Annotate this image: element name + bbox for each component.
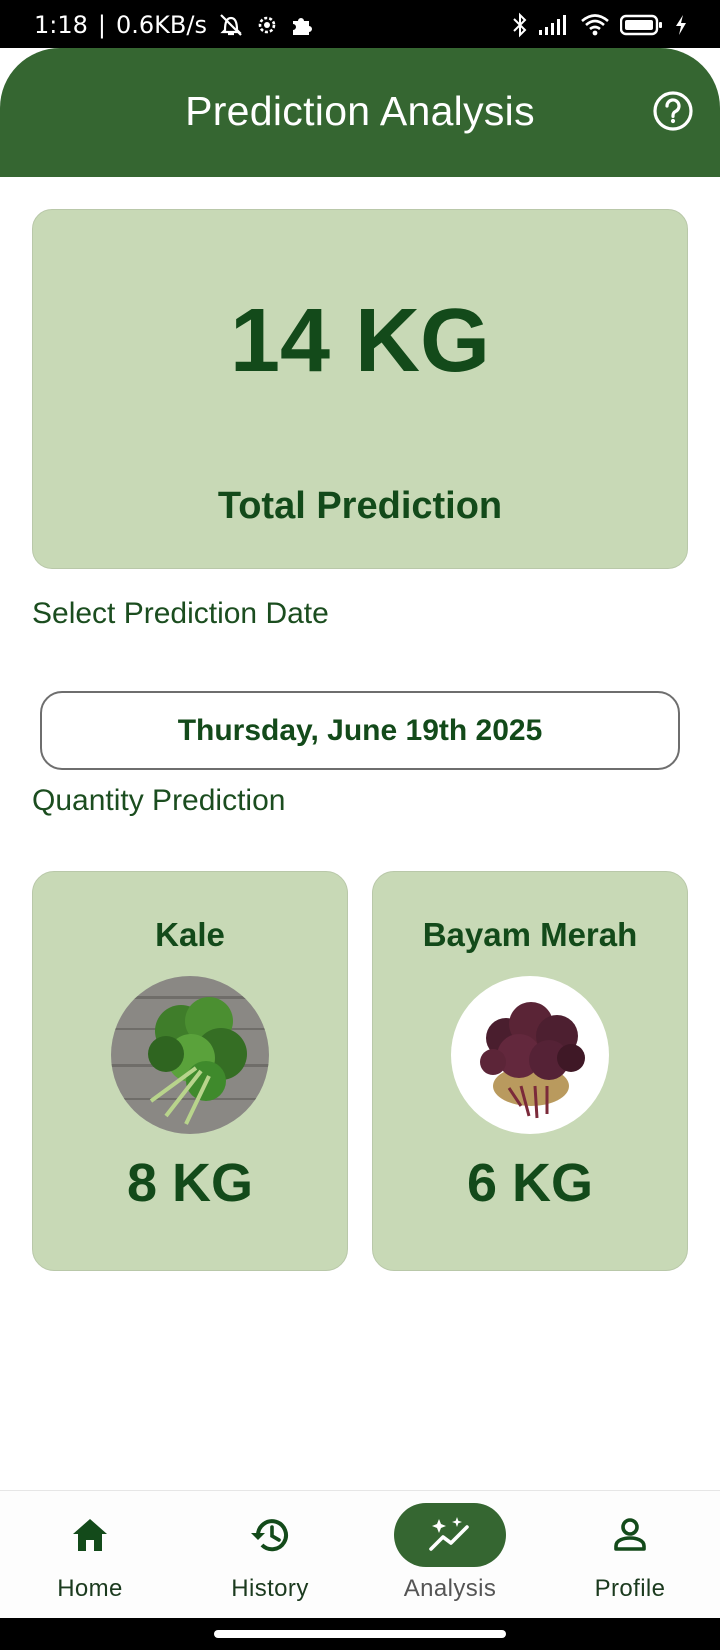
quantity-prediction-label: Quantity Prediction bbox=[32, 784, 286, 817]
nav-label: History bbox=[231, 1575, 309, 1602]
analysis-sparkle-icon bbox=[429, 1517, 469, 1551]
nav-item-analysis[interactable]: Analysis bbox=[360, 1491, 540, 1619]
red-spinach-photo bbox=[451, 976, 609, 1134]
status-time: 1:18 bbox=[34, 11, 88, 39]
status-right bbox=[512, 12, 688, 38]
product-quantity: 6 KG bbox=[466, 1153, 594, 1213]
total-prediction-label: Total Prediction bbox=[217, 485, 503, 527]
app-bar: Prediction Analysis bbox=[0, 48, 720, 177]
help-circle-icon[interactable] bbox=[652, 90, 694, 132]
page-title: Prediction Analysis bbox=[185, 88, 535, 134]
nav-label: Analysis bbox=[403, 1575, 497, 1602]
signal-icon bbox=[538, 14, 570, 36]
home-icon bbox=[73, 1519, 107, 1551]
nav-icon-container bbox=[34, 1503, 146, 1567]
battery-icon bbox=[620, 14, 664, 36]
nav-icon-container bbox=[214, 1503, 326, 1567]
select-date-label: Select Prediction Date bbox=[32, 597, 329, 630]
settings-gear-icon bbox=[255, 13, 279, 37]
nav-item-history[interactable]: History bbox=[180, 1491, 360, 1619]
total-prediction-card: 14 KG Total Prediction bbox=[32, 209, 688, 569]
nav-label: Home bbox=[57, 1575, 123, 1602]
product-card-bayam-merah[interactable]: Bayam Merah 6 KG bbox=[372, 871, 688, 1271]
product-card-kale[interactable]: Kale 8 KG bbox=[32, 871, 348, 1271]
nav-label: Profile bbox=[594, 1575, 666, 1602]
alarm-off-icon bbox=[217, 12, 245, 38]
history-icon bbox=[251, 1519, 288, 1552]
gesture-area bbox=[0, 1618, 720, 1650]
status-bar: 1:18 | 0.6KB/s bbox=[0, 0, 720, 50]
nav-icon-container-active bbox=[394, 1503, 506, 1567]
profile-icon bbox=[614, 1518, 646, 1551]
nav-item-home[interactable]: Home bbox=[0, 1491, 180, 1619]
wifi-icon bbox=[580, 13, 610, 37]
status-network-speed: 0.6KB/s bbox=[116, 11, 207, 39]
product-quantity: 8 KG bbox=[126, 1153, 254, 1213]
app-bar-container: Prediction Analysis bbox=[0, 48, 720, 178]
bluetooth-icon bbox=[512, 12, 528, 38]
status-separator: | bbox=[97, 11, 106, 39]
puzzle-icon bbox=[289, 13, 313, 37]
nav-item-profile[interactable]: Profile bbox=[540, 1491, 720, 1619]
product-name: Kale bbox=[155, 916, 225, 953]
product-name: Bayam Merah bbox=[422, 916, 638, 953]
date-picker-field[interactable]: Thursday, June 19th 2025 bbox=[40, 691, 680, 770]
charging-bolt-icon bbox=[674, 14, 688, 36]
nav-icon-container bbox=[574, 1503, 686, 1567]
home-gesture-bar[interactable] bbox=[214, 1630, 506, 1638]
kale-photo bbox=[111, 976, 269, 1134]
status-left: 1:18 | 0.6KB/s bbox=[34, 11, 313, 39]
total-prediction-value: 14 KG bbox=[229, 291, 491, 391]
bottom-navigation: Home History Analysis bbox=[0, 1490, 720, 1618]
main-content: 14 KG Total Prediction Select Prediction… bbox=[0, 177, 720, 1490]
